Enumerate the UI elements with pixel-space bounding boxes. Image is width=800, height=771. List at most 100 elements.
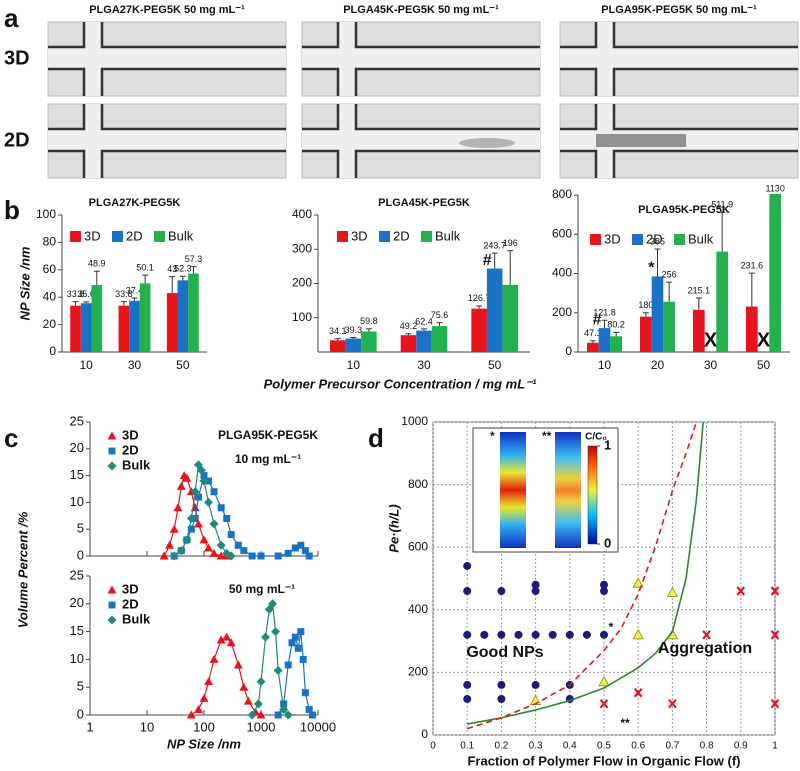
x-tick-label: 0.1 — [460, 741, 474, 752]
error-bar — [421, 328, 427, 331]
aggregate — [459, 138, 515, 148]
y-tick-label: 600 — [408, 539, 428, 553]
data-point — [274, 552, 282, 560]
error-bar — [350, 337, 357, 339]
data-point — [632, 577, 644, 588]
data-point — [297, 541, 305, 549]
data-point — [169, 551, 179, 561]
y-tick-label: 10 — [70, 651, 84, 666]
legend-label: 2D — [122, 442, 139, 457]
colorbar-label: C/C₀ — [585, 432, 607, 443]
y-tick-label: 25 — [70, 413, 84, 428]
data-point — [497, 630, 506, 639]
boundary-curve — [467, 421, 704, 725]
data-point — [233, 660, 243, 669]
data-point — [274, 711, 282, 719]
x-tick-label: 30 — [128, 358, 142, 372]
channel — [302, 47, 540, 69]
legend-marker — [107, 615, 117, 625]
legend-label: 2D — [393, 228, 410, 243]
y-tick-label: 0 — [77, 706, 84, 721]
error-bar — [589, 340, 596, 343]
data-point — [239, 682, 249, 691]
annotation: Aggregation — [658, 640, 752, 657]
colorbar — [587, 445, 598, 545]
data-point — [257, 552, 265, 560]
error-bar — [405, 333, 412, 336]
data-point — [463, 587, 472, 596]
data-point — [284, 661, 292, 669]
y-tick-label: 100 — [36, 207, 56, 221]
data-point — [308, 711, 316, 719]
data-point — [531, 630, 540, 639]
value-label: 49.2 — [400, 321, 418, 331]
y-tick-label: 15 — [70, 623, 84, 638]
bar — [651, 276, 664, 352]
data-point — [600, 580, 608, 589]
value-label: 80.2 — [607, 320, 625, 330]
error-bar — [334, 338, 341, 341]
bar — [361, 331, 377, 352]
bar — [91, 285, 103, 352]
bar — [330, 340, 346, 352]
data-point — [633, 688, 643, 698]
data-point — [668, 698, 677, 709]
x-tick-label: 0.7 — [665, 741, 679, 752]
data-point — [480, 630, 489, 639]
data-point — [770, 630, 780, 640]
image-title: PLGA45K-PEG5K 50 mg mL⁻¹ — [343, 4, 499, 16]
channel-wall — [48, 104, 286, 178]
data-point — [548, 630, 557, 639]
bar — [345, 338, 362, 352]
panel-label: b — [4, 195, 20, 225]
data-point — [531, 587, 540, 596]
bar — [188, 273, 199, 352]
x-tick-label: 0.5 — [597, 741, 611, 752]
x-axis-label: Polymer Precursor Concentration / mg mL⁻… — [264, 376, 537, 391]
y-tick-label: 600 — [552, 226, 572, 240]
y-tick-label: 400 — [292, 207, 312, 221]
error-bar — [169, 276, 176, 294]
bar — [118, 305, 130, 352]
x-axis-label: Fraction of Polymer Flow in Organic Flow… — [467, 753, 740, 768]
legend-swatch — [590, 234, 601, 245]
x-tick-label: 0 — [430, 741, 436, 752]
series-line — [251, 601, 289, 716]
bar — [502, 284, 518, 352]
data-point — [182, 473, 192, 482]
legend-label: 2D — [122, 596, 139, 611]
channel-wall — [560, 22, 798, 96]
bar — [80, 303, 92, 352]
y-tick-label: 800 — [408, 477, 428, 491]
y-tick-label: 20 — [70, 595, 84, 610]
bar — [587, 342, 599, 352]
x-tick-label: 10000 — [300, 719, 336, 734]
data-point — [305, 705, 313, 713]
y-tick-label: 200 — [552, 305, 572, 319]
heatmap — [500, 432, 526, 548]
value-label: 243.7 — [483, 240, 506, 250]
bar — [70, 305, 81, 352]
bar — [486, 268, 503, 352]
legend-marker — [107, 585, 117, 594]
data-point — [199, 693, 209, 702]
error-bar — [83, 301, 90, 304]
legend-label: Bulk — [435, 228, 461, 243]
aggregate — [596, 134, 686, 147]
data-point — [770, 586, 780, 596]
data-point — [497, 680, 506, 689]
error-bar — [491, 252, 498, 269]
y-tick-label: 60 — [43, 262, 57, 276]
value-label: 126.7 — [468, 293, 491, 303]
data-point — [497, 695, 506, 704]
data-point — [217, 504, 225, 512]
legend-marker — [107, 431, 117, 440]
inset-label: ** — [542, 429, 552, 443]
value-label: 385 — [650, 236, 665, 246]
legend-label: 3D — [604, 231, 621, 246]
data-point — [280, 700, 288, 708]
bar — [416, 330, 432, 352]
value-label: 1130 — [765, 183, 784, 193]
data-point — [186, 710, 196, 719]
y-tick-label: 20 — [70, 440, 84, 455]
